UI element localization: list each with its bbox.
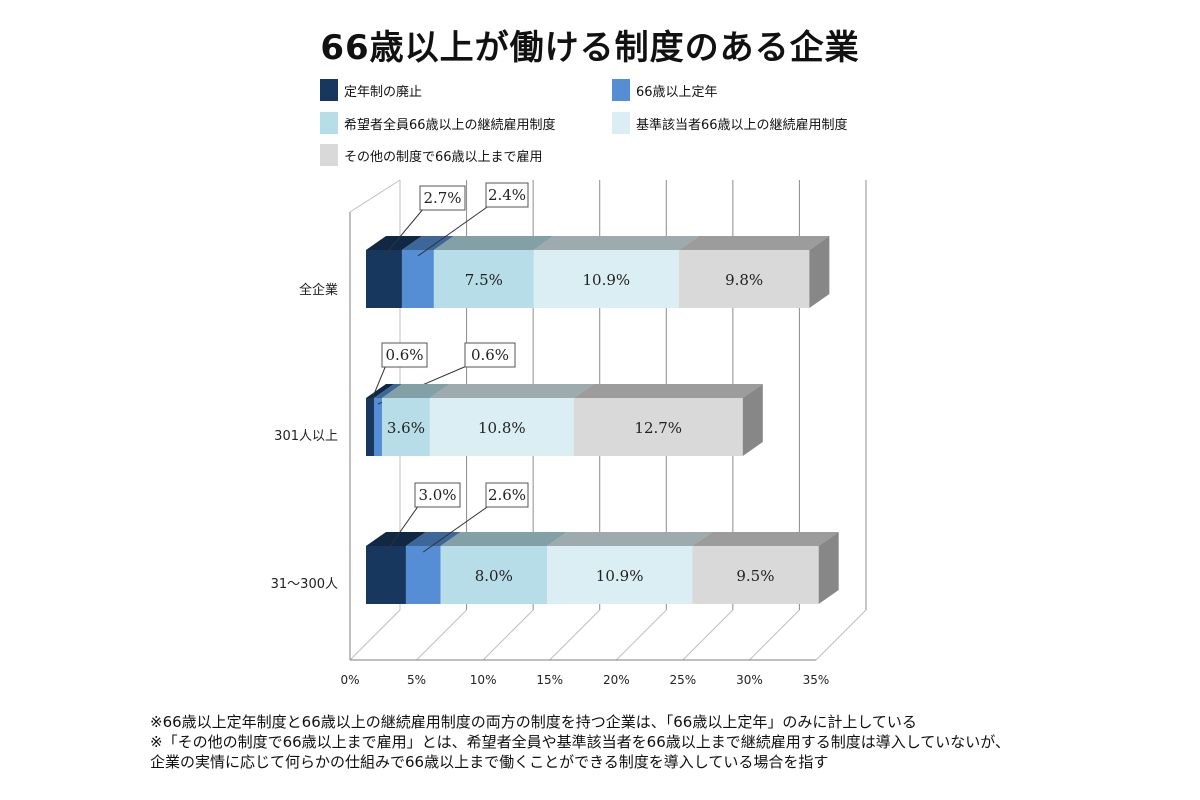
- chart-title: 66歳以上が働ける制度のある企業: [320, 28, 860, 68]
- callout-leader: [383, 207, 425, 257]
- bar-side-face: [818, 532, 839, 604]
- data-label: 10.9%: [596, 567, 644, 585]
- legend-swatch: [612, 112, 630, 134]
- x-tick-label: 35%: [803, 673, 830, 687]
- footnote: ※「その他の制度で66歳以上まで雇用」とは、希望者全員や基準該当者を66歳以上ま…: [150, 733, 1010, 751]
- legend-item-retirement-66: 66歳以上定年: [612, 78, 718, 102]
- bar-segment: [366, 546, 406, 604]
- bar-top-face: [692, 532, 839, 546]
- callout-box: [485, 182, 529, 208]
- callout-box: [419, 185, 466, 211]
- bar-top-face: [573, 384, 763, 398]
- data-label: 12.7%: [634, 419, 682, 437]
- footnotes: ※66歳以上定年制度と66歳以上の継続雇用制度の両方の制度を持つ企業は、「66歳…: [150, 712, 1170, 772]
- legend-item-all-applicants: 希望者全員66歳以上の継続雇用制度: [320, 111, 556, 135]
- bar-top-face: [678, 236, 830, 250]
- data-label: 10.8%: [478, 419, 526, 437]
- x-tick-label: 5%: [407, 673, 426, 687]
- floor-left-edge: [349, 609, 401, 661]
- bar-top-face: [373, 384, 402, 398]
- legend-item-criteria-based: 基準該当者66歳以上の継続雇用制度: [612, 111, 848, 135]
- callout-leader: [385, 504, 420, 553]
- callout-box: [485, 482, 529, 508]
- legend-swatch: [612, 79, 630, 101]
- legend-item-abolition: 定年制の廃止: [320, 78, 422, 102]
- data-label: 0.6%: [385, 346, 423, 364]
- bar-top-face: [533, 236, 699, 250]
- x-tick-label: 0%: [340, 673, 359, 687]
- bar-segment: [573, 398, 743, 456]
- bar-segment: [366, 398, 374, 456]
- bar-segment: [405, 546, 441, 604]
- floor-gridline: [682, 609, 734, 661]
- data-label: 2.7%: [423, 189, 461, 207]
- x-tick-label: 30%: [736, 673, 763, 687]
- bar-top-face: [366, 236, 422, 250]
- data-label: 2.6%: [488, 486, 526, 504]
- bar-top-face: [366, 532, 426, 546]
- legend-label: 定年制の廃止: [344, 84, 423, 100]
- data-label: 0.6%: [471, 346, 509, 364]
- legend-label: 66歳以上定年: [636, 84, 718, 100]
- floor-gridline: [749, 609, 800, 661]
- callout-box: [464, 342, 516, 368]
- legend-item-other-system: その他の制度で66歳以上まで雇用: [320, 143, 543, 167]
- bar-segment: [678, 250, 810, 308]
- bar-top-face: [381, 384, 450, 398]
- floor-gridline: [482, 609, 534, 661]
- data-label: 9.8%: [725, 271, 763, 289]
- data-label: 2.4%: [488, 186, 526, 204]
- bar-side-face: [742, 384, 763, 456]
- floor-gridline: [615, 609, 667, 661]
- floor-gridline: [549, 609, 601, 661]
- x-tick-label: 10%: [470, 673, 497, 687]
- legend-swatch: [320, 112, 338, 134]
- data-label: 8.0%: [475, 567, 513, 585]
- callout-leader: [422, 504, 491, 553]
- bar-segment: [401, 250, 434, 308]
- bar-segment: [692, 546, 819, 604]
- data-label: 3.6%: [387, 419, 425, 437]
- data-label: 7.5%: [465, 271, 503, 289]
- bar-segment: [373, 398, 382, 456]
- floor-gridline: [815, 609, 867, 661]
- x-tick-label: 15%: [536, 673, 563, 687]
- data-label: 10.9%: [582, 271, 630, 289]
- bar-top-face: [433, 236, 554, 250]
- callout-leader: [417, 204, 491, 257]
- callout-leader: [369, 364, 387, 405]
- x-tick-label: 25%: [670, 673, 697, 687]
- bar-top-face: [366, 384, 394, 398]
- bar-segment: [533, 250, 679, 308]
- bar-top-face: [440, 532, 568, 546]
- legend-swatch: [320, 79, 338, 101]
- bar-segment: [366, 250, 402, 308]
- callout-box: [381, 342, 428, 368]
- bar-segment: [440, 546, 548, 604]
- legend-label: その他の制度で66歳以上まで雇用: [344, 149, 543, 165]
- bar-top-face: [429, 384, 594, 398]
- footnote: ※66歳以上定年制度と66歳以上の継続雇用制度の両方の制度を持つ企業は、「66歳…: [150, 713, 917, 731]
- bar-segment: [429, 398, 574, 456]
- legend-label: 基準該当者66歳以上の継続雇用制度: [636, 117, 848, 133]
- data-label: 9.5%: [736, 567, 774, 585]
- footnote: 企業の実情に応じて何らかの仕組みで66歳以上まで働くことができる制度を導入してい…: [150, 753, 829, 771]
- category-label: 301人以上: [274, 429, 338, 444]
- bar-segment: [381, 398, 430, 456]
- bar-side-face: [809, 236, 830, 308]
- bar-segment: [433, 250, 534, 308]
- category-label: 全企業: [299, 282, 338, 298]
- legend-label: 希望者全員66歳以上の継続雇用制度: [344, 117, 556, 133]
- callout-box: [414, 482, 461, 508]
- wall-top-edge: [349, 179, 401, 213]
- floor-gridline: [416, 609, 467, 661]
- bar-segment: [547, 546, 693, 604]
- bar-top-face: [547, 532, 713, 546]
- data-label: 3.0%: [418, 486, 456, 504]
- category-label: 31～300人: [271, 577, 338, 592]
- x-tick-label: 20%: [603, 673, 630, 687]
- legend-swatch: [320, 144, 338, 166]
